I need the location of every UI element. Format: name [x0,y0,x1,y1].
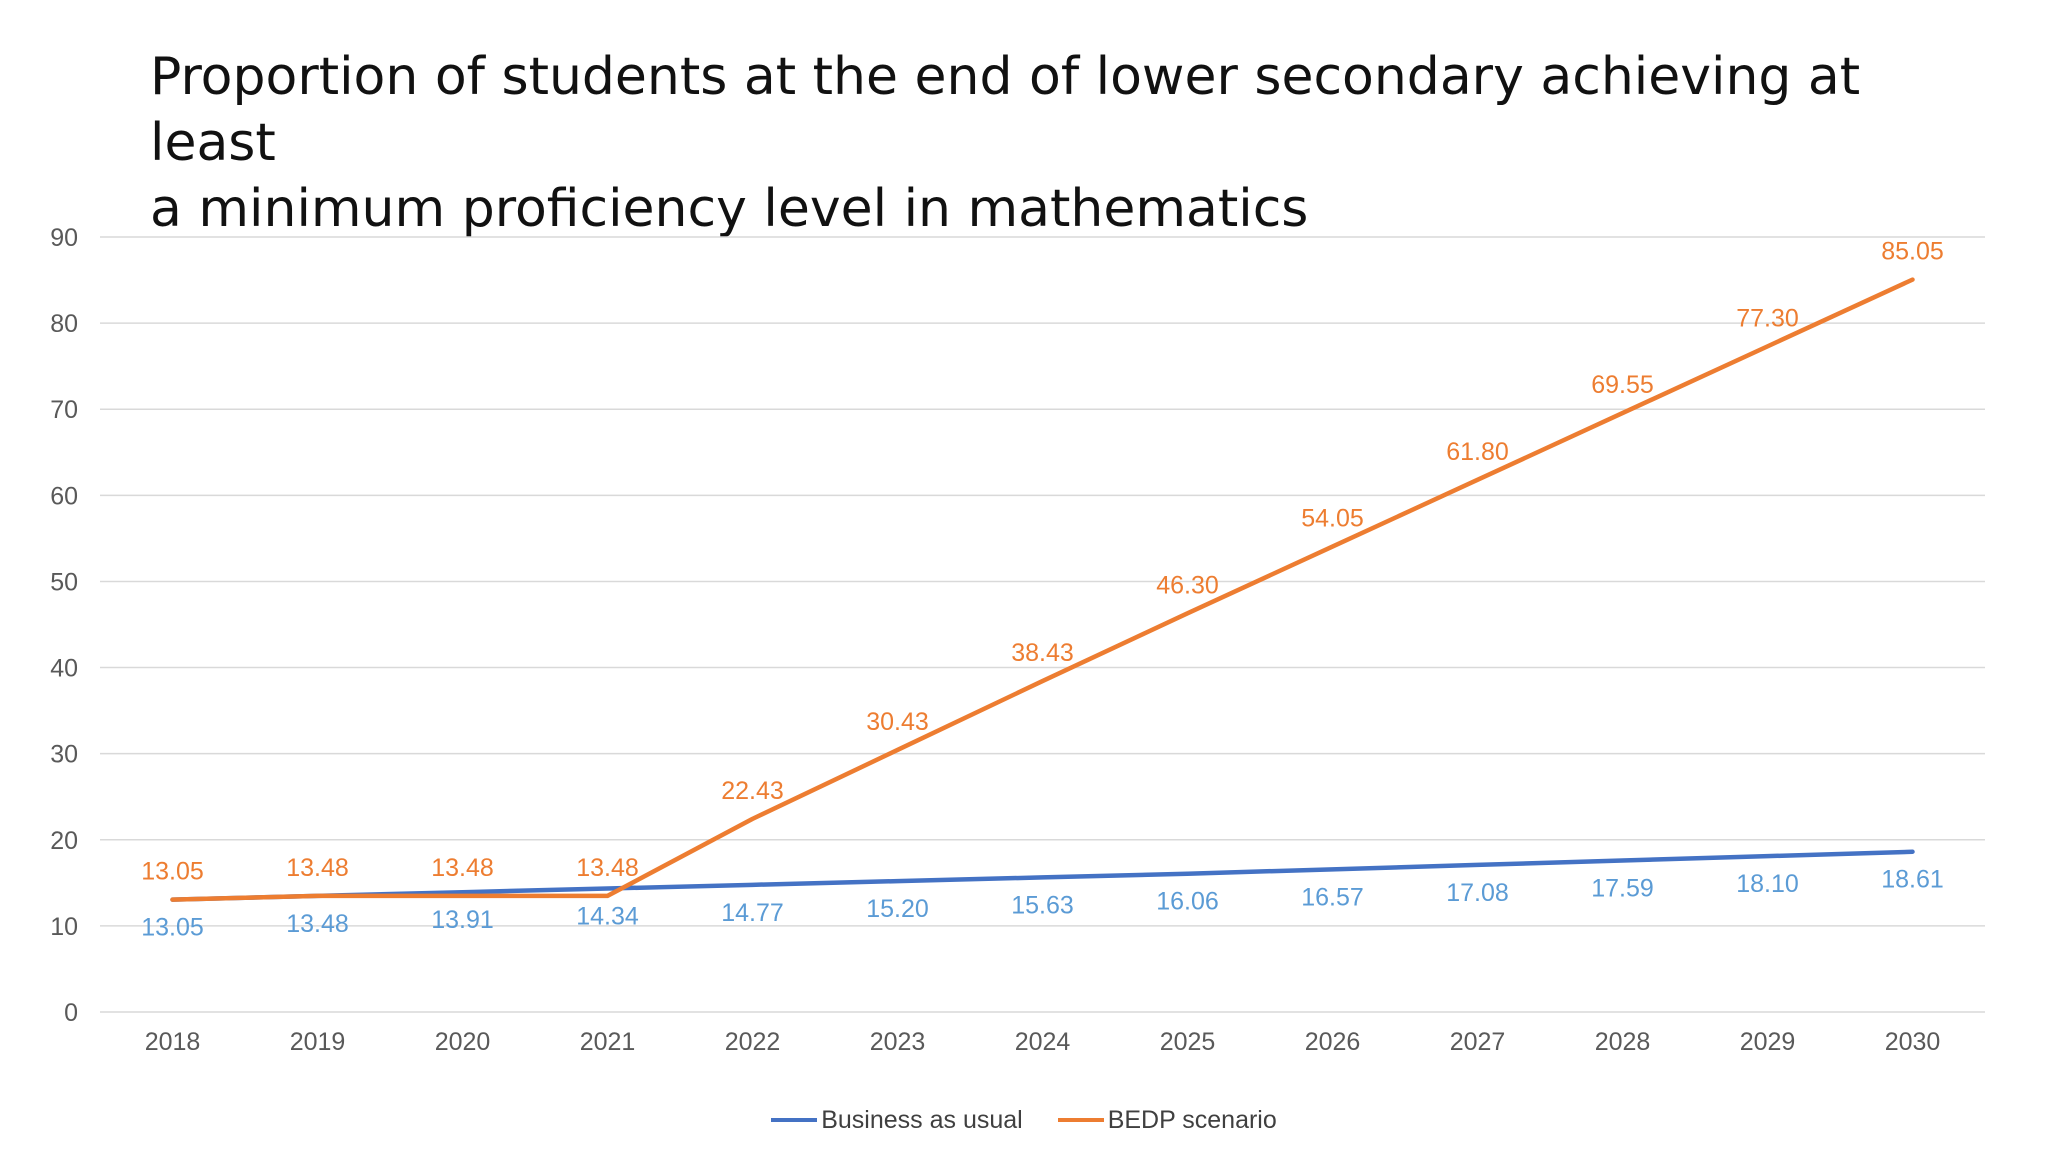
y-tick-label: 90 [50,224,78,252]
legend-item-bedp-scenario[interactable]: BEDP scenario [1057,1105,1277,1135]
x-tick-label: 2027 [1450,1028,1506,1056]
legend-swatch-business-as-usual [771,1118,818,1122]
data-label-business-as-usual: 15.63 [1011,891,1074,919]
data-label-bedp-scenario: 77.30 [1736,304,1799,332]
data-label-bedp-scenario: 13.48 [286,854,349,882]
x-tick-label: 2025 [1160,1028,1216,1056]
data-label-business-as-usual: 14.34 [576,903,639,931]
x-tick-label: 2030 [1885,1028,1941,1056]
y-tick-label: 10 [50,913,78,941]
data-label-bedp-scenario: 38.43 [1011,639,1074,667]
y-tick-label: 0 [64,999,78,1027]
legend-label-business-as-usual: Business as usual [821,1105,1023,1134]
data-label-business-as-usual: 18.10 [1736,870,1799,898]
chart-title: Proportion of students at the end of low… [150,44,1950,242]
data-label-business-as-usual: 13.91 [431,906,494,934]
series-lines [170,277,1915,902]
data-label-bedp-scenario: 61.80 [1446,438,1509,466]
data-labels: 13.05 13.48 13.91 14.34 14.77 15.20 15.63 16.06… [141,238,1944,942]
data-label-business-as-usual: 15.20 [866,895,929,923]
data-label-bedp-scenario: 13.48 [431,854,494,882]
series-line-business-as-usual [170,849,1915,902]
data-label-business-as-usual: 14.77 [721,899,784,927]
data-label-business-as-usual: 13.05 [141,914,204,942]
y-tick-label: 70 [50,396,78,424]
y-tick-label: 40 [50,655,78,683]
y-tick-label: 60 [50,482,78,510]
data-label-bedp-scenario: 13.48 [576,854,639,882]
x-tick-label: 2026 [1305,1028,1361,1056]
data-label-business-as-usual: 16.57 [1301,883,1364,911]
y-tick-label: 50 [50,568,78,596]
legend-label-bedp-scenario: BEDP scenario [1107,1105,1277,1134]
data-label-bedp-scenario: 85.05 [1881,238,1944,266]
series-line-bedp-scenario [170,277,1915,902]
data-label-business-as-usual: 17.08 [1446,879,1509,907]
x-axis-ticks: 2018 2019 2020 2021 2022 2023 2024 2025 2026 2027… [145,1028,1941,1056]
data-label-bedp-scenario: 46.30 [1156,571,1219,599]
y-axis-ticks: 0 10 20 30 40 50 60 70 80 90 [50,224,78,1027]
chart-title-line-2: a minimum proficiency level in mathemati… [150,179,1309,239]
data-label-business-as-usual: 16.06 [1156,888,1219,916]
data-label-bedp-scenario: 13.05 [141,858,204,886]
data-label-bedp-scenario: 54.05 [1301,505,1364,533]
data-label-bedp-scenario: 69.55 [1591,371,1654,399]
chart-title-line-1: Proportion of students at the end of low… [150,47,1861,173]
y-tick-label: 80 [50,310,78,338]
x-tick-label: 2029 [1740,1028,1796,1056]
gridlines [100,236,1985,1013]
x-tick-label: 2024 [1015,1028,1071,1056]
x-tick-label: 2018 [145,1028,201,1056]
data-label-business-as-usual: 17.59 [1591,875,1654,903]
data-label-business-as-usual: 18.61 [1881,866,1944,894]
legend-swatch-bedp-scenario [1057,1118,1104,1122]
x-tick-label: 2023 [870,1028,926,1056]
data-label-bedp-scenario: 30.43 [866,708,929,736]
data-label-bedp-scenario: 22.43 [721,777,784,805]
y-tick-label: 30 [50,741,78,769]
data-label-business-as-usual: 13.48 [286,910,349,938]
legend: Business as usual BEDP scenario [0,1100,2048,1135]
x-tick-label: 2019 [290,1028,346,1056]
x-tick-label: 2022 [725,1028,781,1056]
x-tick-label: 2021 [580,1028,636,1056]
x-tick-label: 2020 [435,1028,491,1056]
x-tick-label: 2028 [1595,1028,1651,1056]
y-tick-label: 20 [50,827,78,855]
legend-item-business-as-usual[interactable]: Business as usual [771,1106,1023,1135]
